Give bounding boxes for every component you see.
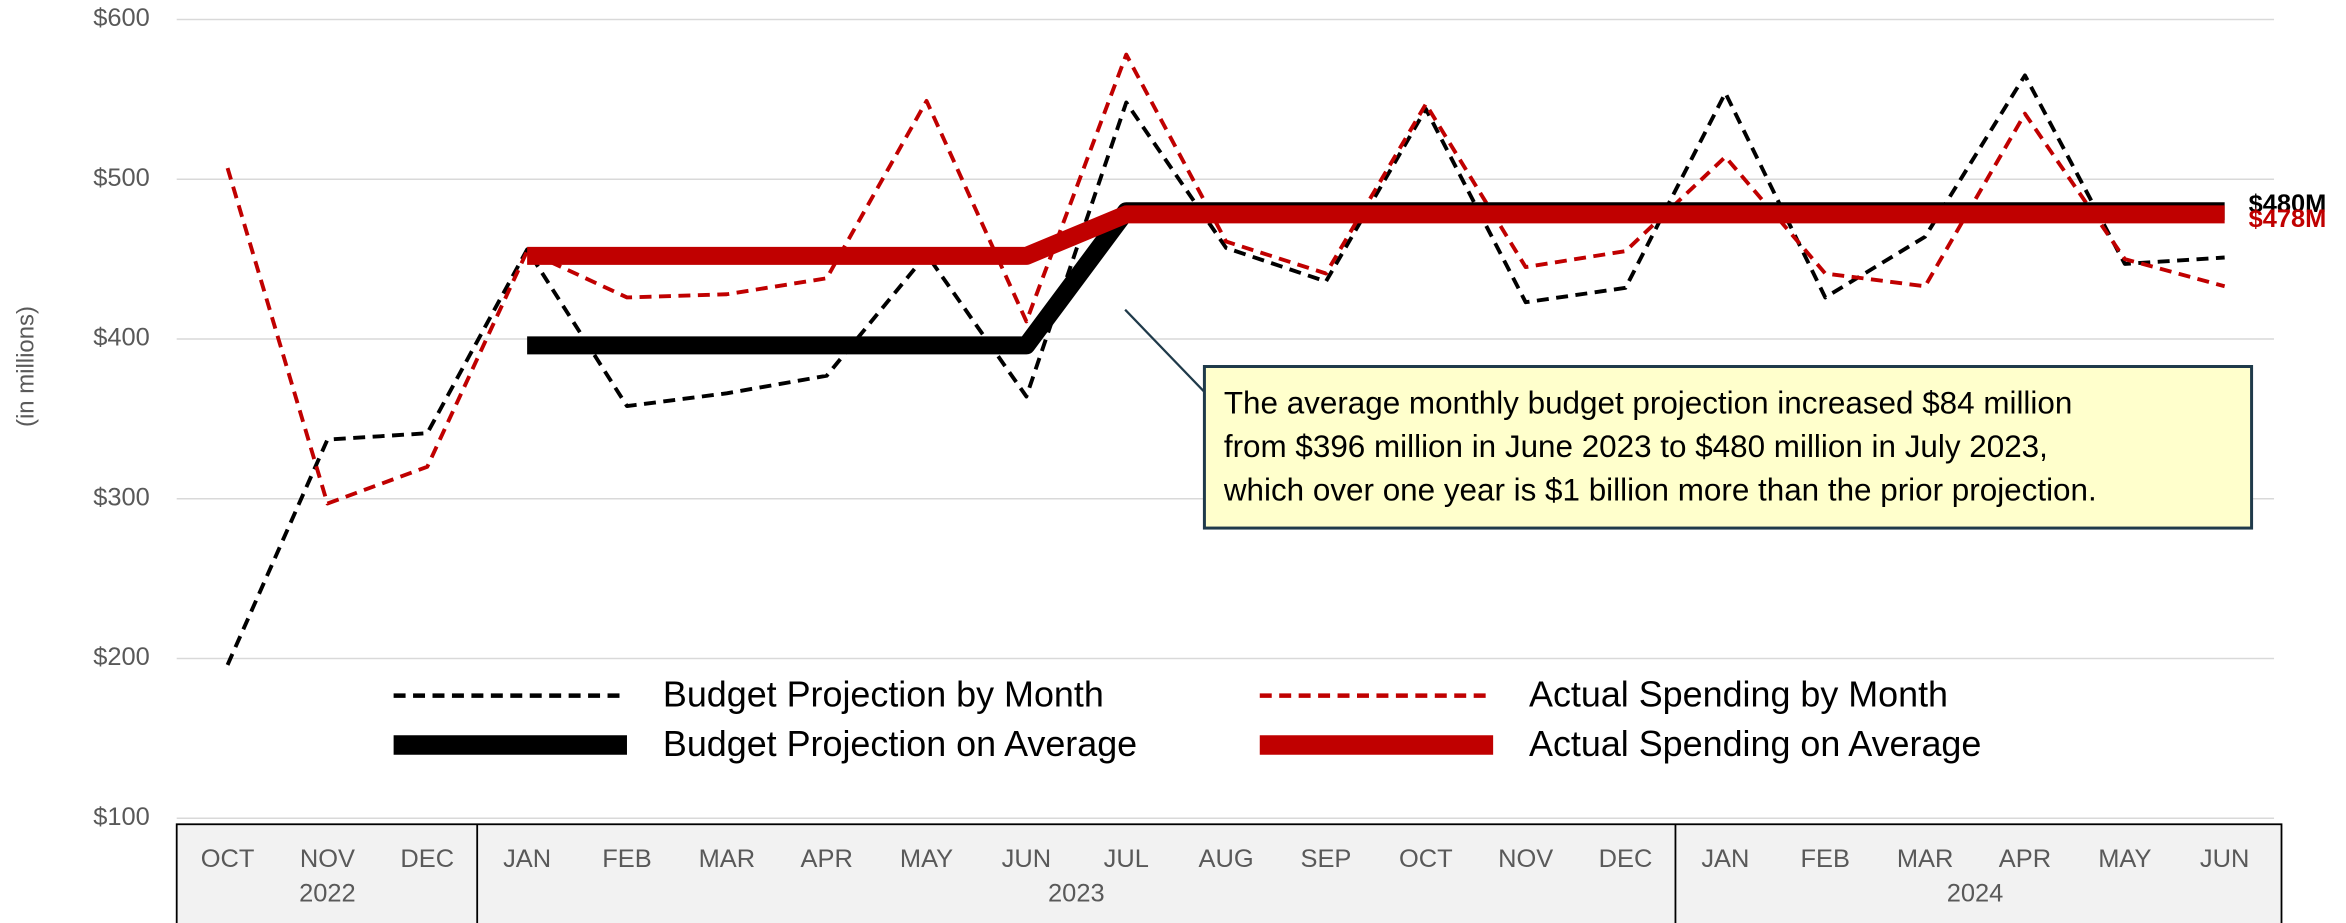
- x-tick-label: OCT: [201, 845, 255, 873]
- annotation-leader: [1124, 308, 1206, 393]
- legend-label: Budget Projection on Average: [663, 724, 1137, 764]
- x-group-label: 2023: [1048, 879, 1105, 907]
- x-tick-label: FEB: [602, 845, 651, 873]
- x-tick-label: MAR: [699, 845, 755, 873]
- y-tick-label: $600: [93, 4, 150, 32]
- series-line: [225, 52, 2226, 506]
- x-tick-label: DEC: [400, 845, 454, 873]
- y-tick-label: $300: [93, 483, 150, 511]
- x-tick-label: JUN: [2200, 845, 2249, 873]
- legend-label: Budget Projection by Month: [663, 675, 1104, 715]
- series-line: [527, 202, 2225, 355]
- series-line: [527, 205, 2225, 265]
- x-tick-label: MAR: [1897, 845, 1954, 873]
- x-tick-label: FEB: [1801, 845, 1850, 873]
- x-axis-box: [175, 823, 2283, 923]
- annotation-text: The average monthly budget projection in…: [1224, 386, 2072, 421]
- x-tick-label: JUN: [1002, 845, 1051, 873]
- annotation-text: which over one year is $1 billion more t…: [1223, 472, 2097, 507]
- annotation-text: from $396 million in June 2023 to $480 m…: [1224, 429, 2048, 464]
- x-tick-label: OCT: [1399, 845, 1453, 873]
- legend-label: Actual Spending by Month: [1529, 675, 1948, 715]
- y-axis-label: (in millions): [12, 306, 39, 427]
- series-line: [225, 73, 2225, 666]
- x-tick-label: JUL: [1104, 845, 1149, 873]
- x-tick-label: APR: [801, 845, 853, 873]
- y-tick-label: $100: [93, 803, 150, 831]
- annotation-box: [1202, 365, 2254, 530]
- x-tick-label: MAY: [900, 845, 953, 873]
- x-tick-label: AUG: [1199, 845, 1254, 873]
- x-group-label: 2022: [299, 879, 356, 907]
- x-tick-label: NOV: [300, 845, 355, 873]
- x-tick-label: JAN: [503, 845, 551, 873]
- x-group-label: 2024: [1947, 879, 2004, 907]
- value-label: $480M: [2249, 190, 2327, 218]
- value-label: $478M: [2249, 205, 2327, 233]
- x-tick-label: SEP: [1301, 845, 1352, 873]
- x-tick-label: NOV: [1498, 845, 1553, 873]
- y-tick-label: $200: [93, 643, 150, 671]
- y-tick-label: $400: [93, 324, 150, 352]
- x-tick-label: APR: [1999, 845, 2051, 873]
- y-tick-label: $500: [93, 164, 150, 192]
- x-tick-label: MAY: [2098, 845, 2151, 873]
- x-tick-label: JAN: [1701, 845, 1749, 873]
- legend-label: Actual Spending on Average: [1529, 724, 1981, 764]
- x-tick-label: DEC: [1599, 845, 1653, 873]
